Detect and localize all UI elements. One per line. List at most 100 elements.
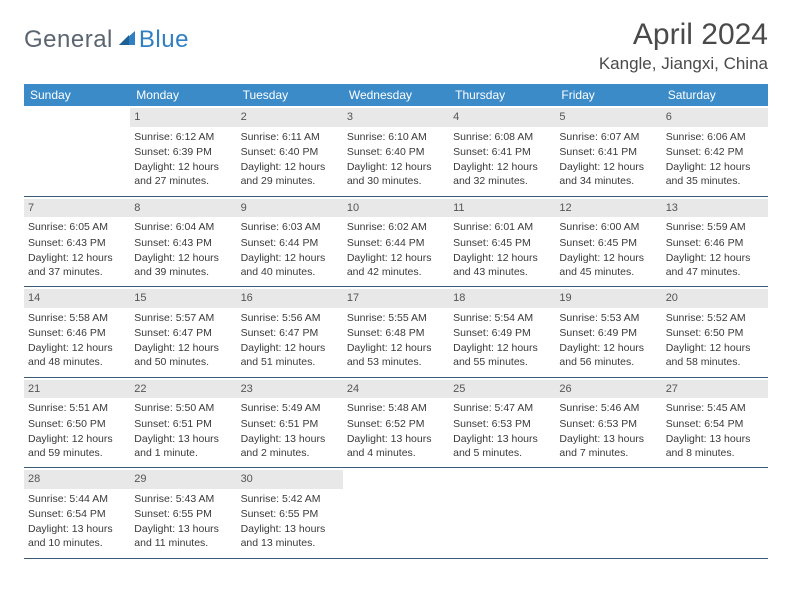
day-cell: 23Sunrise: 5:49 AMSunset: 6:51 PMDayligh… [237, 378, 343, 468]
sunset-text: Sunset: 6:47 PM [241, 326, 339, 340]
daylight-text: Daylight: 12 hours and 48 minutes. [28, 341, 126, 369]
sunset-text: Sunset: 6:52 PM [347, 417, 445, 431]
daylight-text: Daylight: 12 hours and 43 minutes. [453, 251, 551, 279]
sunrise-text: Sunrise: 5:47 AM [453, 401, 551, 415]
daylight-text: Daylight: 12 hours and 40 minutes. [241, 251, 339, 279]
day-cell: 4Sunrise: 6:08 AMSunset: 6:41 PMDaylight… [449, 106, 555, 196]
daylight-text: Daylight: 12 hours and 37 minutes. [28, 251, 126, 279]
sunset-text: Sunset: 6:40 PM [241, 145, 339, 159]
day-cell: 21Sunrise: 5:51 AMSunset: 6:50 PMDayligh… [24, 378, 130, 468]
sunrise-text: Sunrise: 5:57 AM [134, 311, 232, 325]
week-row: 21Sunrise: 5:51 AMSunset: 6:50 PMDayligh… [24, 378, 768, 469]
sunset-text: Sunset: 6:54 PM [28, 507, 126, 521]
sunrise-text: Sunrise: 6:12 AM [134, 130, 232, 144]
calendar: Sunday Monday Tuesday Wednesday Thursday… [24, 84, 768, 559]
day-number: 29 [130, 470, 236, 489]
day-cell: 18Sunrise: 5:54 AMSunset: 6:49 PMDayligh… [449, 287, 555, 377]
sunset-text: Sunset: 6:54 PM [666, 417, 764, 431]
day-cell: 5Sunrise: 6:07 AMSunset: 6:41 PMDaylight… [555, 106, 661, 196]
daylight-text: Daylight: 12 hours and 39 minutes. [134, 251, 232, 279]
day-cell: 28Sunrise: 5:44 AMSunset: 6:54 PMDayligh… [24, 468, 130, 558]
day-number: 26 [555, 380, 661, 399]
daylight-text: Daylight: 12 hours and 35 minutes. [666, 160, 764, 188]
daylight-text: Daylight: 13 hours and 10 minutes. [28, 522, 126, 550]
sunset-text: Sunset: 6:40 PM [347, 145, 445, 159]
day-cell: 12Sunrise: 6:00 AMSunset: 6:45 PMDayligh… [555, 197, 661, 287]
day-cell: 11 Sunrise: 6:01 AM Sunset: 6:45 PMDayligh… [449, 197, 555, 287]
sunrise-text: Sunrise: 5:46 AM [559, 401, 657, 415]
day-number: 12 [555, 199, 661, 218]
sunset-text: Sunset: 6:43 PM [28, 236, 126, 250]
daylight-text: Daylight: 12 hours and 47 minutes. [666, 251, 764, 279]
sunrise-text: Sunrise: 5:43 AM [134, 492, 232, 506]
sunrise-text: Sunrise: 5:48 AM [347, 401, 445, 415]
day-cell: 16Sunrise: 5:56 AMSunset: 6:47 PMDayligh… [237, 287, 343, 377]
daylight-text: Daylight: 12 hours and 56 minutes. [559, 341, 657, 369]
logo: General Blue [24, 18, 189, 54]
day-cell: 22Sunrise: 5:50 AMSunset: 6:51 PMDayligh… [130, 378, 236, 468]
day-cell: 27Sunrise: 5:45 AMSunset: 6:54 PMDayligh… [662, 378, 768, 468]
day-number: 5 [555, 108, 661, 127]
dow-row: Sunday Monday Tuesday Wednesday Thursday… [24, 84, 768, 106]
sunrise-text: Sunrise: 5:42 AM [241, 492, 339, 506]
sunset-text: Sunset: 6:49 PM [453, 326, 551, 340]
sunset-text: Sunset: 6:39 PM [134, 145, 232, 159]
day-number: 6 [662, 108, 768, 127]
day-cell: 2Sunrise: 6:11 AMSunset: 6:40 PMDaylight… [237, 106, 343, 196]
day-number: 20 [662, 289, 768, 308]
day-number: 22 [130, 380, 236, 399]
title-block: April 2024 Kangle, Jiangxi, China [599, 18, 768, 74]
day-cell: 8Sunrise: 6:04 AMSunset: 6:43 PMDaylight… [130, 197, 236, 287]
day-cell: 26Sunrise: 5:46 AMSunset: 6:53 PMDayligh… [555, 378, 661, 468]
day-cell: 17Sunrise: 5:55 AMSunset: 6:48 PMDayligh… [343, 287, 449, 377]
sunset-text: Sunset: 6:46 PM [28, 326, 126, 340]
sunrise-text: Sunrise: 6:02 AM [347, 220, 445, 234]
logo-sail-icon [117, 29, 137, 52]
sunset-text: Sunset: 6:50 PM [28, 417, 126, 431]
day-number: 7 [24, 199, 130, 218]
sunrise-text: Sunrise: 5:59 AM [666, 220, 764, 234]
day-cell [24, 106, 130, 196]
sunrise-text: Sunrise: 6:08 AM [453, 130, 551, 144]
daylight-text: Daylight: 12 hours and 42 minutes. [347, 251, 445, 279]
daylight-text: Daylight: 13 hours and 13 minutes. [241, 522, 339, 550]
sunrise-text: Sunrise: 6:07 AM [559, 130, 657, 144]
weeks-container: 1Sunrise: 6:12 AMSunset: 6:39 PMDaylight… [24, 106, 768, 559]
daylight-text: Daylight: 12 hours and 45 minutes. [559, 251, 657, 279]
daylight-text: Daylight: 13 hours and 8 minutes. [666, 432, 764, 460]
daylight-text: Daylight: 12 hours and 59 minutes. [28, 432, 126, 460]
day-number: 16 [237, 289, 343, 308]
sunrise-text: Sunrise: 5:58 AM [28, 311, 126, 325]
day-cell: 15Sunrise: 5:57 AMSunset: 6:47 PMDayligh… [130, 287, 236, 377]
sunrise-text: Sunrise: 6:05 AM [28, 220, 126, 234]
sunrise-text: Sunrise: 6:01 AM [453, 220, 551, 234]
day-number: 14 [24, 289, 130, 308]
day-number: 30 [237, 470, 343, 489]
logo-text-1: General [24, 26, 113, 54]
day-cell: 3Sunrise: 6:10 AMSunset: 6:40 PMDaylight… [343, 106, 449, 196]
sunrise-text: Sunrise: 6:03 AM [241, 220, 339, 234]
day-number: 17 [343, 289, 449, 308]
sunrise-text: Sunrise: 5:56 AM [241, 311, 339, 325]
day-cell [662, 468, 768, 558]
day-cell: 10Sunrise: 6:02 AMSunset: 6:44 PMDayligh… [343, 197, 449, 287]
day-number: 10 [343, 199, 449, 218]
daylight-text: Daylight: 12 hours and 29 minutes. [241, 160, 339, 188]
day-number: 11 [449, 199, 555, 218]
daylight-text: Daylight: 13 hours and 2 minutes. [241, 432, 339, 460]
sunset-text: Sunset: 6:53 PM [559, 417, 657, 431]
sunset-text: Sunset: 6:44 PM [241, 236, 339, 250]
day-cell: 20Sunrise: 5:52 AMSunset: 6:50 PMDayligh… [662, 287, 768, 377]
sunset-text: Sunset: 6:41 PM [559, 145, 657, 159]
day-number: 27 [662, 380, 768, 399]
day-cell: 30Sunrise: 5:42 AMSunset: 6:55 PMDayligh… [237, 468, 343, 558]
sunset-text: Sunset: 6:45 PM [453, 236, 551, 250]
day-number: 13 [662, 199, 768, 218]
sunrise-text: Sunrise: 5:55 AM [347, 311, 445, 325]
sunset-text: Sunset: 6:49 PM [559, 326, 657, 340]
sunrise-text: Sunrise: 5:52 AM [666, 311, 764, 325]
sunset-text: Sunset: 6:55 PM [134, 507, 232, 521]
day-number: 15 [130, 289, 236, 308]
day-cell: 6Sunrise: 6:06 AMSunset: 6:42 PMDaylight… [662, 106, 768, 196]
sunrise-text: Sunrise: 5:50 AM [134, 401, 232, 415]
